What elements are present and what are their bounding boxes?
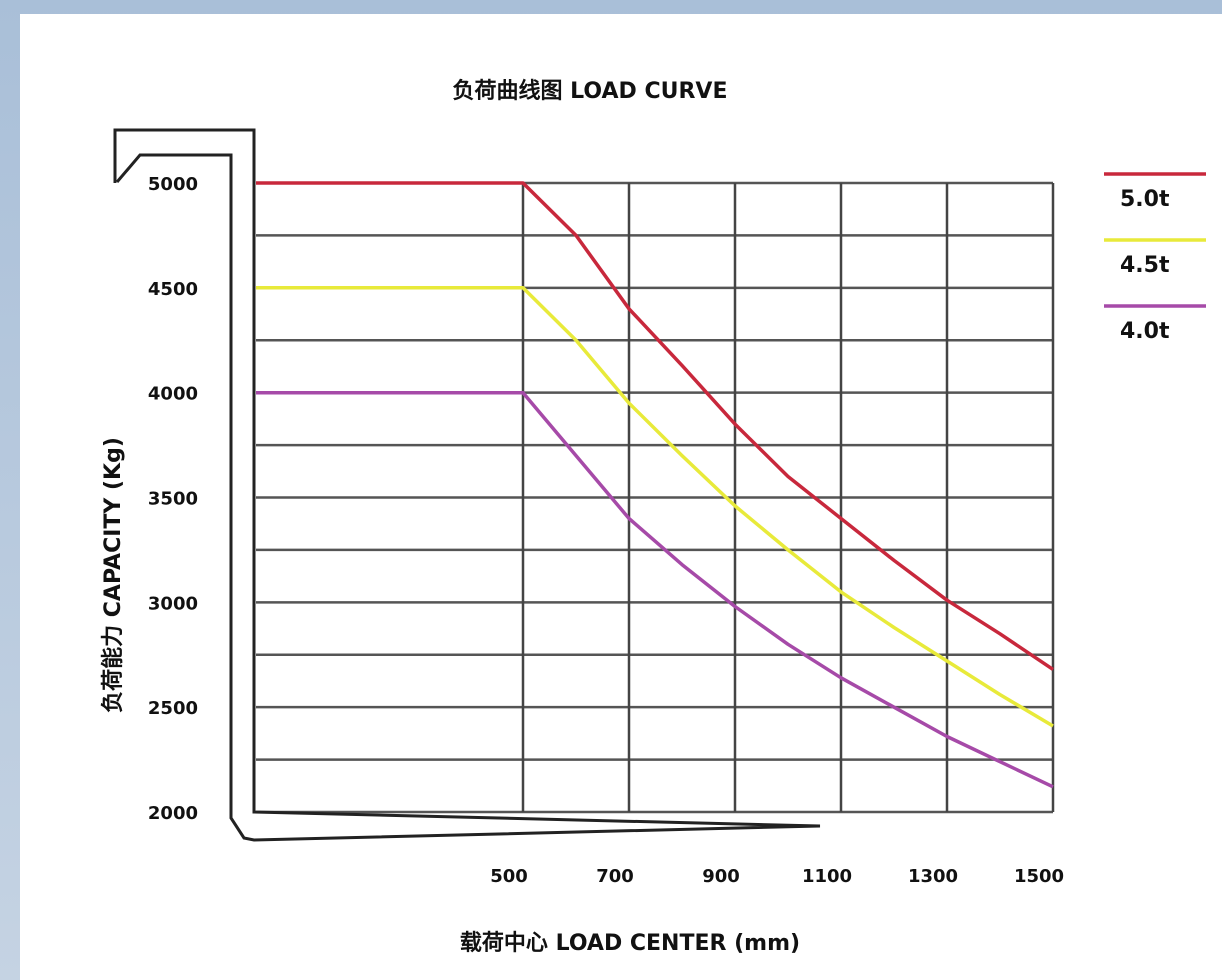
- series-line-2: [256, 390, 1054, 789]
- x-tick-label: 1300: [908, 866, 958, 887]
- y-tick-labels: 5000 4500 4000 3500 3000 2500 2000: [148, 174, 198, 824]
- x-tick-label: 900: [702, 866, 740, 887]
- grid: [256, 181, 1055, 814]
- y-tick-label: 3000: [148, 593, 198, 614]
- series-line-1: [256, 286, 1054, 728]
- legend: 5.0t 4.5t 4.0t: [1104, 172, 1206, 344]
- x-axis-label: 载荷中心 LOAD CENTER (mm): [460, 930, 800, 956]
- legend-label-0: 5.0t: [1120, 187, 1170, 212]
- y-axis-label: 负荷能力 CAPACITY (Kg): [100, 437, 126, 713]
- y-tick-label: 4000: [148, 384, 198, 405]
- x-tick-label: 500: [490, 866, 528, 887]
- y-tick-label: 3500: [148, 489, 198, 510]
- y-tick-label: 2000: [148, 803, 198, 824]
- chart-title: 负荷曲线图 LOAD CURVE: [453, 78, 728, 104]
- x-tick-label: 1100: [802, 866, 852, 887]
- series-line-0: [256, 181, 1054, 671]
- legend-label-2: 4.0t: [1120, 319, 1170, 344]
- y-tick-label: 5000: [148, 174, 198, 195]
- legend-label-1: 4.5t: [1120, 253, 1170, 278]
- x-tick-label: 700: [596, 866, 634, 887]
- axis-bracket: [113, 128, 821, 842]
- y-tick-label: 2500: [148, 698, 198, 719]
- series-lines: [256, 181, 1054, 789]
- y-tick-label: 4500: [148, 279, 198, 300]
- x-tick-label: 1500: [1014, 866, 1064, 887]
- x-tick-labels: 500 700 900 1100 1300 1500: [490, 866, 1064, 887]
